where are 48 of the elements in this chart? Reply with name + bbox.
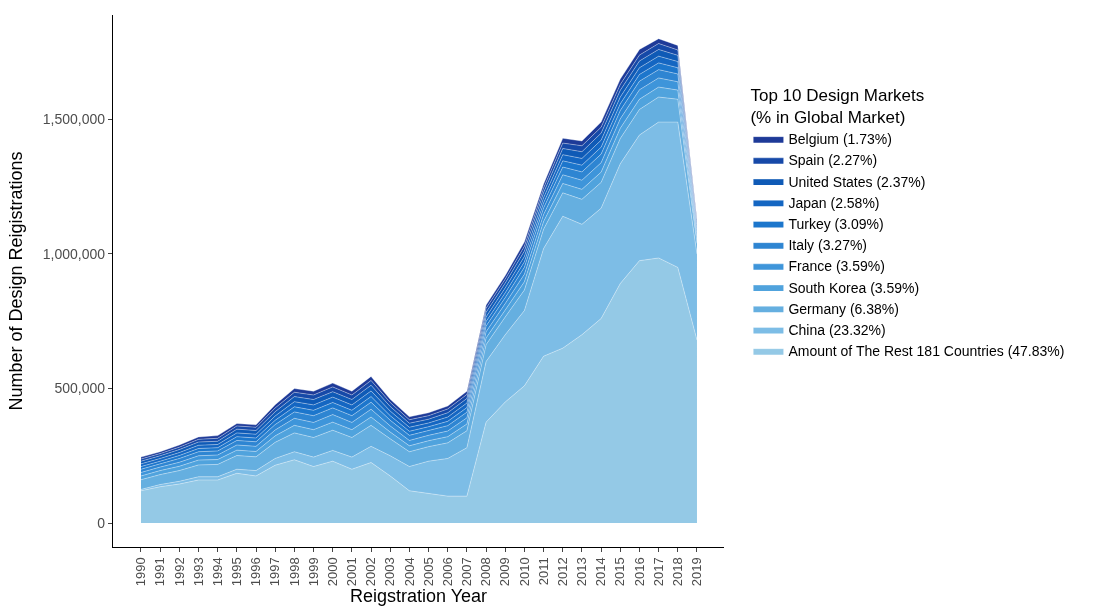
legend-label: France (3.59%) xyxy=(788,258,885,275)
x-tick-label: 1997 xyxy=(267,557,283,587)
x-tick-label: 2005 xyxy=(420,557,436,587)
x-tick-label: 2004 xyxy=(401,557,417,587)
x-tick-label: 2011 xyxy=(535,557,551,586)
x-tick-label: 1998 xyxy=(286,557,302,587)
x-tick-label: 1996 xyxy=(248,557,264,587)
x-tick-label: 2019 xyxy=(689,557,705,587)
legend-label: Japan (2.58%) xyxy=(788,194,880,211)
legend-label: Belgium (1.73%) xyxy=(788,131,892,148)
y-tick-label: 1,000,000 xyxy=(42,245,106,262)
y-tick-label: 1,500,000 xyxy=(42,111,106,128)
x-axis-title: Reigstration Year xyxy=(349,586,488,607)
x-tick-label: 1991 xyxy=(152,557,168,587)
legend-title: Top 10 Design Markets (% in Global Market) xyxy=(750,85,925,128)
x-tick-label: 2009 xyxy=(497,557,513,587)
x-tick-label: 2010 xyxy=(516,557,532,587)
y-tick-label: 500,000 xyxy=(54,380,106,397)
x-tick-label: 2018 xyxy=(670,557,686,587)
legend-label: Germany (6.38%) xyxy=(788,300,899,317)
legend-label: South Korea (3.59%) xyxy=(788,279,920,296)
x-tick-label: 2012 xyxy=(554,557,570,587)
legend-label: Spain (2.27%) xyxy=(788,152,878,169)
x-tick-label: 1995 xyxy=(229,557,245,587)
x-tick-label: 2016 xyxy=(631,557,647,587)
x-tick-label: 1992 xyxy=(171,557,187,587)
legend-label: Amount of The Rest 181 Countries (47.83%) xyxy=(788,343,1065,360)
x-tick-label: 2002 xyxy=(363,557,379,587)
x-tick-label: 2008 xyxy=(478,557,494,587)
legend-label: Italy (3.27%) xyxy=(788,237,868,254)
x-tick-label: 2007 xyxy=(459,557,475,587)
legend-label: Turkey (3.09%) xyxy=(788,215,884,232)
x-tick-label: 2000 xyxy=(324,557,340,587)
x-tick-label: 2017 xyxy=(650,557,666,587)
x-tick-label: 2003 xyxy=(382,557,398,587)
x-tick-label: 1990 xyxy=(133,557,149,587)
x-tick-label: 2001 xyxy=(344,557,360,587)
legend-label: China (23.32%) xyxy=(788,321,886,338)
x-tick-label: 2014 xyxy=(593,557,609,587)
x-tick-label: 1999 xyxy=(305,557,321,587)
x-tick-label: 2006 xyxy=(439,557,455,587)
x-tick-label: 1993 xyxy=(190,557,206,587)
x-tick-label: 2013 xyxy=(574,557,590,587)
x-tick-label: 1994 xyxy=(209,557,225,587)
legend-label: United States (2.37%) xyxy=(788,173,926,190)
x-tick-label: 2015 xyxy=(612,557,628,587)
y-axis-title: Number of Design Reigistrations xyxy=(5,151,26,411)
y-tick-label: 0 xyxy=(97,514,106,531)
